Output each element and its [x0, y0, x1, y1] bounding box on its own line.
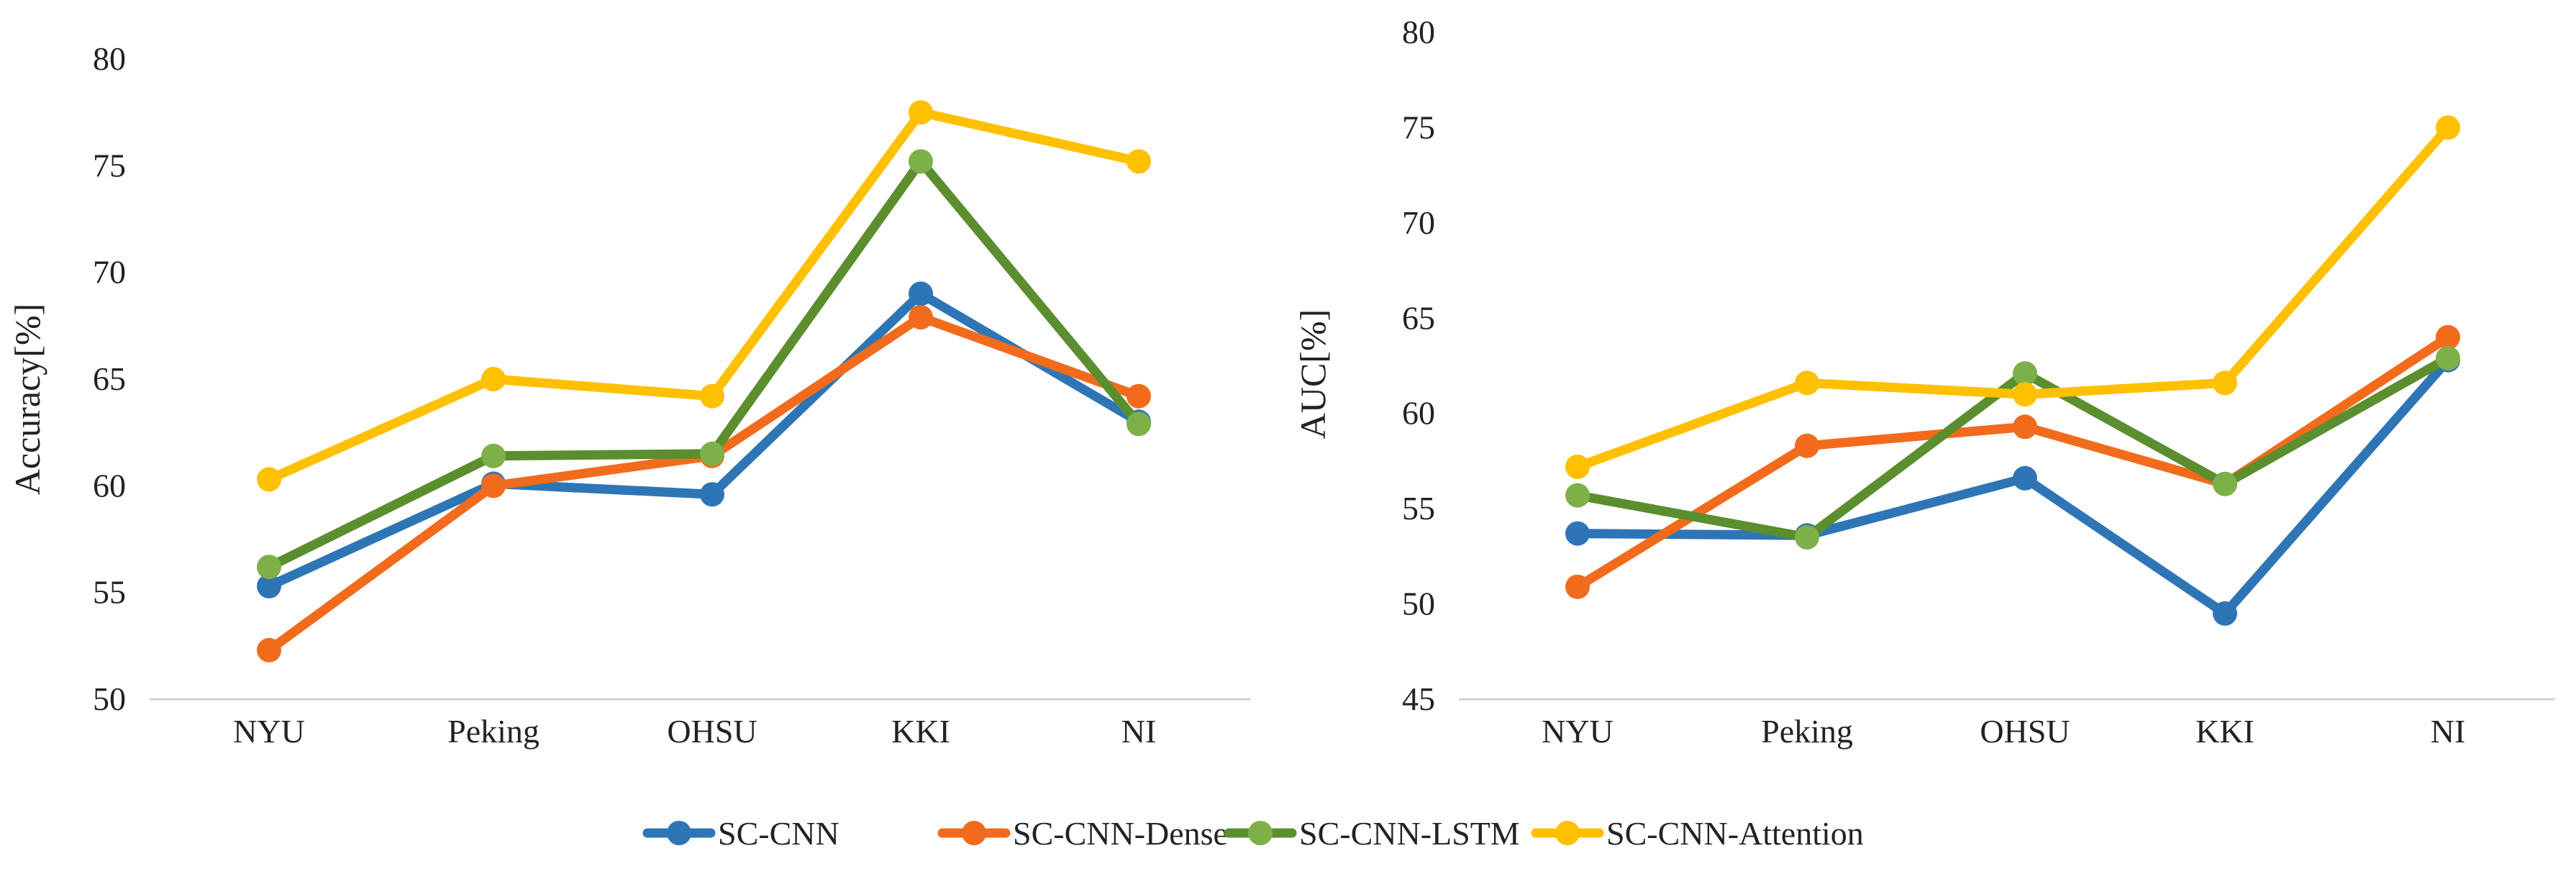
data-point-sc-cnn-dense — [1565, 574, 1590, 599]
x-tick-label-ohsu: OHSU — [1980, 713, 2070, 750]
x-tick-label-nyu: NYU — [233, 713, 305, 750]
x-tick-label-kki: KKI — [891, 713, 950, 750]
data-point-sc-cnn-lstm — [1565, 483, 1590, 508]
y-tick-label: 70 — [1402, 204, 1435, 241]
data-point-sc-cnn-lstm — [700, 441, 724, 466]
data-point-sc-cnn-attention — [1795, 370, 1819, 396]
data-point-sc-cnn-attention — [1565, 454, 1590, 479]
x-tick-label-ohsu: OHSU — [667, 713, 757, 750]
y-tick-label: 55 — [1402, 490, 1435, 527]
x-tick-label-peking: Peking — [1761, 713, 1853, 750]
accuracy-chart: 50 55 60 65 70 75 80 Accuracy[%] NYU Peking OHSU KK… — [7, 40, 1250, 750]
y-tick-label: 75 — [93, 147, 126, 183]
data-point-sc-cnn-attention — [2213, 370, 2237, 396]
x-tick-label-ni: NI — [1121, 713, 1157, 750]
y-tick-label: 80 — [1402, 14, 1435, 50]
x-tick-label-nyu: NYU — [1542, 713, 1614, 750]
data-point-sc-cnn — [909, 281, 933, 306]
data-point-sc-cnn-lstm — [909, 149, 933, 174]
y-axis-title: Accuracy[%] — [7, 304, 47, 495]
data-point-sc-cnn-attention — [2013, 382, 2037, 407]
data-point-sc-cnn — [257, 573, 281, 599]
legend-marker-sc-cnn-lstm — [1248, 821, 1273, 845]
x-tick-label-kki: KKI — [2195, 713, 2254, 750]
data-point-sc-cnn-dense — [257, 637, 281, 663]
legend-label-sc-cnn-attention: SC-CNN-Attention — [1606, 815, 1864, 852]
data-point-sc-cnn-dense — [1795, 433, 1819, 458]
data-point-sc-cnn-attention — [1127, 149, 1151, 174]
y-tick-label: 60 — [1402, 395, 1435, 432]
data-point-sc-cnn — [2013, 465, 2037, 491]
data-point-sc-cnn — [700, 482, 724, 507]
legend: SC-CNN SC-CNN-Dense SC-CNN-LSTM SC-CNN-Atte… — [642, 815, 1864, 852]
data-point-sc-cnn — [2213, 601, 2237, 626]
y-tick-label: 80 — [93, 40, 126, 77]
data-point-sc-cnn — [1565, 521, 1590, 546]
y-tick-label: 50 — [1402, 586, 1435, 622]
legend-label-sc-cnn-dense: SC-CNN-Dense — [1013, 815, 1228, 852]
data-point-sc-cnn-attention — [481, 367, 506, 391]
data-point-sc-cnn-lstm — [1795, 524, 1819, 550]
data-point-sc-cnn-dense — [2013, 414, 2037, 440]
legend-marker-sc-cnn-attention — [1555, 821, 1580, 845]
y-tick-label: 60 — [93, 467, 126, 504]
auc-chart: 45 50 55 60 65 70 75 80 AUC[%] NYU Peking OHSU KKI NI — [1293, 14, 2555, 750]
data-point-sc-cnn-dense — [2436, 324, 2460, 350]
data-point-sc-cnn-lstm — [2013, 361, 2037, 386]
legend-marker-sc-cnn-dense — [962, 821, 986, 845]
legend-label-sc-cnn: SC-CNN — [718, 815, 839, 852]
x-tick-label-ni: NI — [2431, 713, 2466, 750]
y-tick-label: 65 — [1402, 299, 1435, 336]
data-point-sc-cnn-dense — [909, 305, 933, 329]
data-point-sc-cnn-attention — [257, 467, 281, 492]
y-axis-title: AUC[%] — [1293, 309, 1333, 440]
data-point-sc-cnn-lstm — [257, 555, 281, 580]
data-point-sc-cnn-dense — [481, 473, 506, 499]
legend-marker-sc-cnn — [667, 821, 691, 845]
y-tick-label: 75 — [1402, 109, 1435, 145]
y-tick-label: 50 — [93, 681, 126, 717]
y-tick-label: 55 — [93, 574, 126, 611]
data-point-sc-cnn-lstm — [2213, 471, 2237, 496]
data-point-sc-cnn-attention — [2436, 115, 2460, 140]
legend-label-sc-cnn-lstm: SC-CNN-LSTM — [1299, 815, 1520, 852]
x-tick-label-peking: Peking — [447, 713, 540, 750]
y-tick-label: 65 — [93, 360, 126, 397]
y-tick-label: 45 — [1402, 681, 1435, 717]
y-tick-label: 70 — [93, 254, 126, 291]
data-point-sc-cnn-lstm — [1127, 411, 1151, 437]
data-point-sc-cnn-lstm — [481, 443, 506, 468]
data-point-sc-cnn-attention — [909, 100, 933, 125]
data-point-sc-cnn-attention — [700, 383, 724, 409]
data-point-sc-cnn-lstm — [2436, 345, 2460, 370]
data-point-sc-cnn-dense — [1127, 383, 1151, 409]
